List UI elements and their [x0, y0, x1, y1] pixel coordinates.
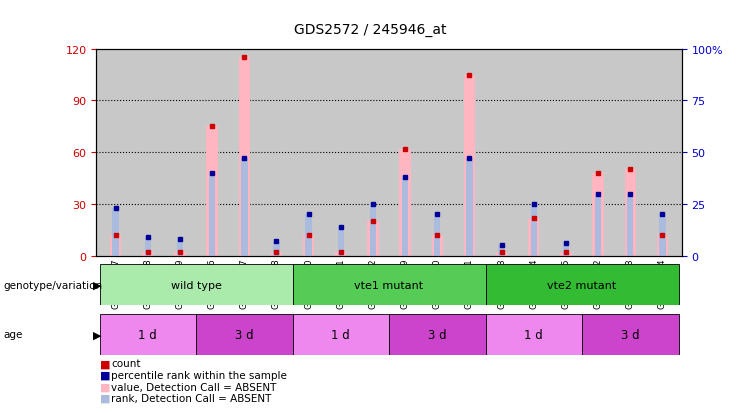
Bar [625, 170, 636, 256]
Bar [293, 314, 389, 355]
Bar [239, 58, 250, 256]
Bar [144, 237, 151, 256]
Bar [196, 314, 293, 355]
Text: 3 d: 3 d [235, 328, 253, 341]
Bar [305, 215, 312, 256]
Text: genotype/variation: genotype/variation [4, 280, 103, 290]
Bar [270, 253, 282, 256]
Text: vte2 mutant: vte2 mutant [548, 280, 617, 290]
Bar [209, 173, 216, 256]
Text: 1 d: 1 d [331, 328, 350, 341]
Text: age: age [4, 330, 23, 339]
Bar [485, 314, 582, 355]
Text: 1 d: 1 d [139, 328, 157, 341]
Bar [528, 218, 539, 256]
Bar [174, 253, 185, 256]
Text: value, Detection Call = ABSENT: value, Detection Call = ABSENT [111, 382, 276, 392]
Text: ▶: ▶ [93, 330, 101, 339]
Text: rank, Detection Call = ABSENT: rank, Detection Call = ABSENT [111, 393, 271, 403]
Bar [582, 314, 679, 355]
Bar [207, 127, 218, 256]
Bar [177, 240, 183, 256]
Bar [241, 159, 247, 256]
Text: vte1 mutant: vte1 mutant [354, 280, 424, 290]
Text: GDS2572 / 245946_at: GDS2572 / 245946_at [294, 23, 447, 37]
Text: wild type: wild type [170, 280, 222, 290]
Text: percentile rank within the sample: percentile rank within the sample [111, 370, 287, 380]
Bar [99, 314, 196, 355]
Bar [499, 246, 505, 256]
Bar [595, 194, 601, 256]
Bar [338, 227, 344, 256]
Bar [335, 253, 346, 256]
Bar [560, 253, 571, 256]
Text: ■: ■ [100, 393, 110, 403]
Text: 1 d: 1 d [525, 328, 543, 341]
Bar [142, 253, 153, 256]
Bar [485, 264, 679, 306]
Bar [293, 264, 485, 306]
Bar [303, 235, 314, 256]
Bar [593, 173, 604, 256]
Bar [464, 75, 475, 256]
Bar [466, 159, 473, 256]
Bar [110, 235, 122, 256]
Bar [99, 264, 293, 306]
Bar [434, 215, 440, 256]
Bar [657, 235, 668, 256]
Text: 3 d: 3 d [621, 328, 639, 341]
Bar [389, 314, 485, 355]
Bar [368, 222, 379, 256]
Bar [402, 178, 408, 256]
Bar [496, 253, 508, 256]
Bar [627, 194, 634, 256]
Bar [273, 242, 279, 256]
Text: ▶: ▶ [93, 280, 101, 290]
Bar [399, 150, 411, 256]
Bar [113, 209, 119, 256]
Text: ■: ■ [100, 370, 110, 380]
Bar [531, 204, 537, 256]
Bar [432, 235, 443, 256]
Bar [659, 215, 665, 256]
Text: 3 d: 3 d [428, 328, 447, 341]
Bar [562, 244, 569, 256]
Text: ■: ■ [100, 382, 110, 392]
Text: count: count [111, 358, 141, 368]
Text: ■: ■ [100, 358, 110, 368]
Bar [370, 204, 376, 256]
